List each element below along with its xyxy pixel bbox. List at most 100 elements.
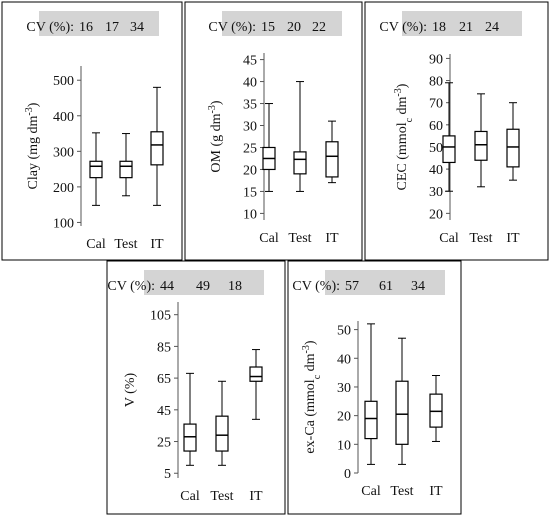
cv-value-it: 34 xyxy=(411,279,425,294)
box-cal xyxy=(183,372,197,466)
iqr-box xyxy=(442,135,456,164)
cv-banner-background xyxy=(402,11,522,36)
y-axis-label-part: -3 xyxy=(24,107,35,115)
panel-border xyxy=(106,260,286,515)
cv-value-test: 20 xyxy=(287,20,301,35)
cv-banner-background xyxy=(39,11,159,36)
cv-label: CV (%): xyxy=(107,279,155,294)
x-category-label-cal: Cal xyxy=(259,231,279,246)
y-tick-label: 80 xyxy=(429,75,443,90)
cv-value-test: 21 xyxy=(459,20,473,35)
y-tick-label: 90 xyxy=(429,52,443,67)
iqr-box xyxy=(395,380,409,445)
y-axis-label-part: dm xyxy=(395,96,410,118)
y-axis-label-part: c xyxy=(312,374,323,379)
cv-value-it: 22 xyxy=(312,20,326,35)
iqr-box xyxy=(150,131,164,166)
chart-panel-1: CV (%): 16 17 34 100 200 300 400 500 Clay (mg dm-… xyxy=(1,1,183,261)
y-tick-label: 30 xyxy=(337,381,351,396)
x-category-label-cal: Cal xyxy=(180,489,200,504)
chart-panel-4: CV (%): 44 49 18 5 25 45 65 85 105 V (%) Cal Test IT xyxy=(106,260,286,515)
cv-banner-background xyxy=(222,11,342,36)
y-axis-label-part: ) xyxy=(209,100,224,105)
y-axis-label-part: ) xyxy=(26,102,41,107)
y-tick-label: 500 xyxy=(53,74,74,89)
y-tick-label: 45 xyxy=(243,54,257,69)
y-tick-label: 0 xyxy=(344,467,351,482)
y-axis-label-part: -3 xyxy=(207,105,218,113)
y-tick-label: 20 xyxy=(429,207,443,222)
iqr-box xyxy=(293,151,307,175)
x-category-label-it: IT xyxy=(150,237,164,252)
box-test xyxy=(395,337,409,465)
iqr-box xyxy=(249,366,263,382)
box-cal xyxy=(262,103,276,192)
box-test xyxy=(293,81,307,192)
y-axis-label-part: CEC (mmol xyxy=(395,122,410,190)
x-category-label-test: Test xyxy=(114,237,137,252)
x-category-label-test: Test xyxy=(469,231,492,246)
cv-value-cal: 16 xyxy=(79,20,93,35)
box-cal xyxy=(364,323,378,465)
y-tick-label: 40 xyxy=(337,352,351,367)
iqr-box xyxy=(474,130,488,161)
cv-banner-background xyxy=(325,270,445,295)
y-tick-label: 35 xyxy=(243,98,257,113)
x-category-label-test: Test xyxy=(210,489,233,504)
cv-value-it: 18 xyxy=(228,279,242,294)
cv-label: CV (%): xyxy=(208,20,256,35)
box-it xyxy=(249,349,263,420)
box-it xyxy=(506,102,520,181)
cv-label: CV (%): xyxy=(26,20,74,35)
y-tick-label: 25 xyxy=(243,141,257,156)
iqr-box xyxy=(364,400,378,440)
cv-label: CV (%): xyxy=(292,279,340,294)
panel-border xyxy=(1,1,183,261)
y-tick-label: 40 xyxy=(429,163,443,178)
iqr-box xyxy=(215,415,229,452)
x-category-label-it: IT xyxy=(325,231,339,246)
y-tick-label: 50 xyxy=(429,141,443,156)
panel-border xyxy=(364,1,549,261)
cv-value-test: 61 xyxy=(379,279,393,294)
y-tick-label: 20 xyxy=(337,410,351,425)
y-axis-label-part: ) xyxy=(303,340,318,345)
chart-panel-3: CV (%): 18 21 24 20 30 40 50 60 70 80 90 CEC (mmolc … xyxy=(364,1,549,261)
y-axis-label-part: ) xyxy=(395,83,410,88)
y-tick-label: 65 xyxy=(157,372,171,387)
y-tick-label: 40 xyxy=(243,76,257,91)
box-it xyxy=(325,120,339,184)
x-category-label-it: IT xyxy=(429,484,443,499)
x-category-label-cal: Cal xyxy=(86,237,106,252)
cv-value-test: 17 xyxy=(105,20,119,35)
iqr-box xyxy=(119,160,133,179)
y-tick-label: 10 xyxy=(243,207,257,222)
box-test xyxy=(119,133,133,197)
y-axis-label: ex-Ca (mmolc dm-3) xyxy=(301,340,323,453)
box-test xyxy=(474,93,488,188)
box-cal xyxy=(89,132,103,206)
y-tick-label: 105 xyxy=(150,309,171,324)
x-category-label-cal: Cal xyxy=(439,231,459,246)
iqr-box xyxy=(325,141,339,178)
chart-panel-5: CV (%): 57 61 34 0 10 20 30 40 50 ex-Ca (mmolc dm-… xyxy=(287,260,462,515)
y-tick-label: 30 xyxy=(243,120,257,135)
y-axis-label-part: ex-Ca (mmol xyxy=(303,379,318,453)
y-tick-label: 30 xyxy=(429,185,443,200)
cv-value-test: 49 xyxy=(196,279,210,294)
y-tick-label: 70 xyxy=(429,97,443,112)
y-axis-label-part: OM (g dm xyxy=(209,113,224,172)
cv-value-cal: 57 xyxy=(345,279,359,294)
y-tick-label: 10 xyxy=(337,438,351,453)
cv-label: CV (%): xyxy=(379,20,427,35)
x-category-label-test: Test xyxy=(288,231,311,246)
y-tick-label: 200 xyxy=(53,181,74,196)
y-axis-label-part: -3 xyxy=(393,88,404,96)
box-cal xyxy=(442,82,456,192)
y-tick-label: 400 xyxy=(53,110,74,125)
x-category-label-it: IT xyxy=(249,489,263,504)
cv-value-it: 24 xyxy=(485,20,499,35)
y-tick-label: 85 xyxy=(157,340,171,355)
x-category-label-it: IT xyxy=(506,231,520,246)
